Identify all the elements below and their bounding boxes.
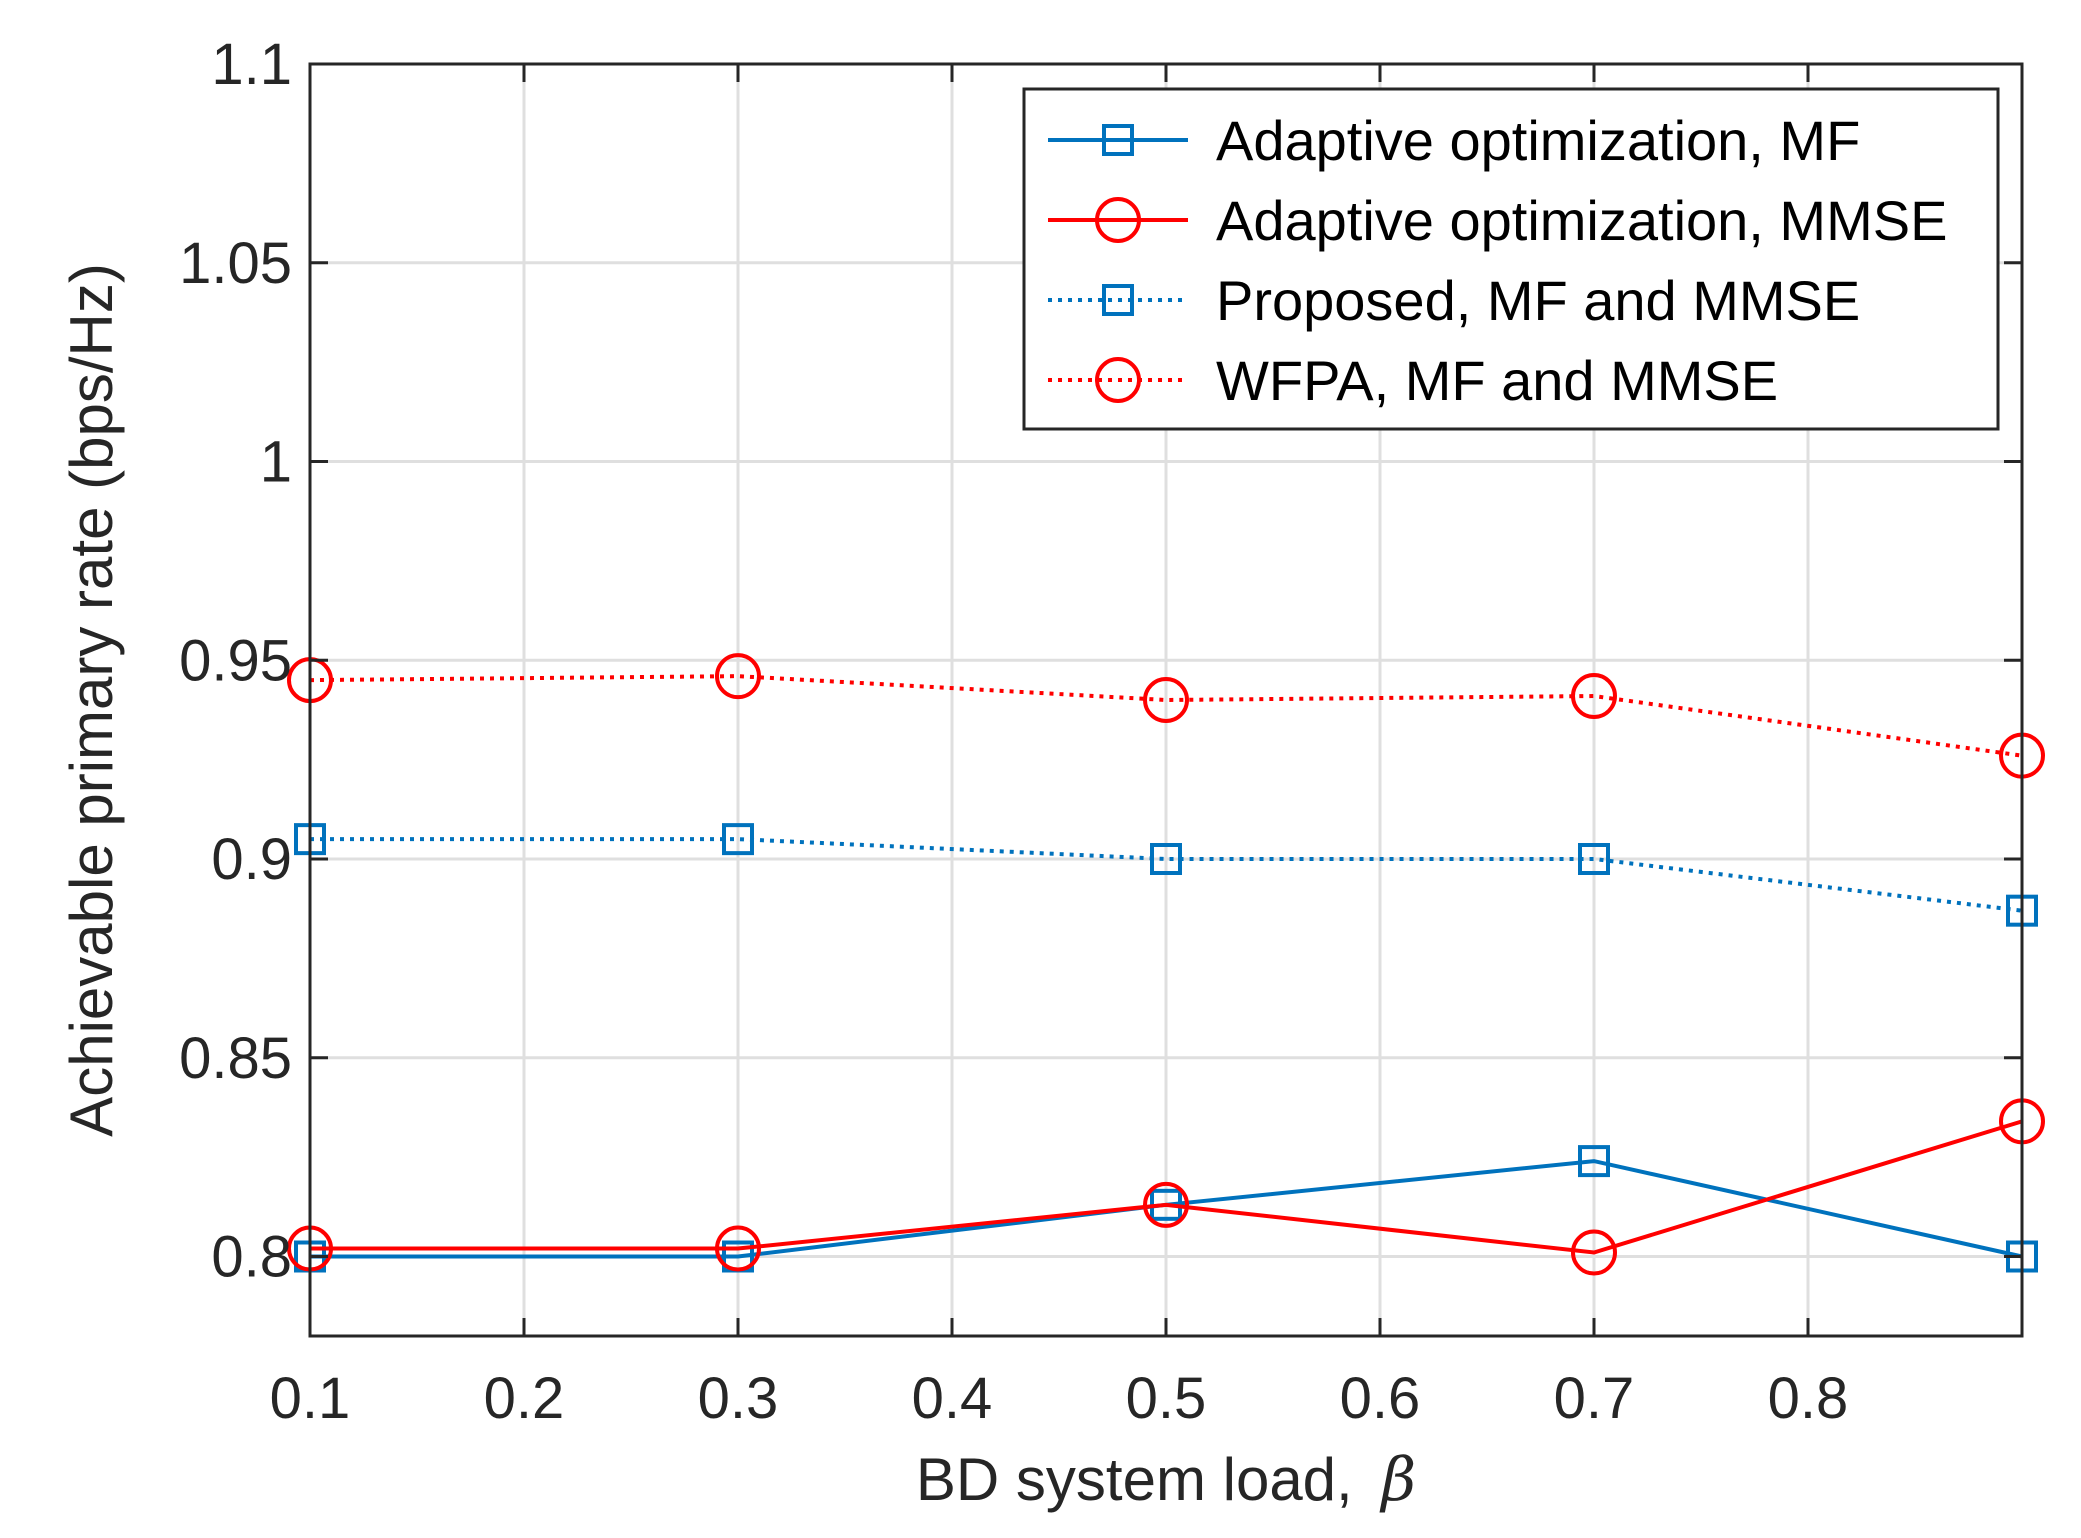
- y-axis-label: Achievable primary rate (bps/Hz): [58, 263, 125, 1137]
- legend-label: WFPA, MF and MMSE: [1216, 349, 1778, 412]
- x-axis-label-text: BD system load,: [916, 1446, 1353, 1513]
- legend-label: Proposed, MF and MMSE: [1216, 269, 1860, 332]
- y-tick-label: 0.9: [211, 827, 292, 892]
- y-tick-label: 1.1: [211, 32, 292, 97]
- tick-labels: 0.1 0.2 0.3 0.4 0.5 0.6 0.7 0.8 0.8 0.85 0.9 0.95 1 1…: [179, 32, 1848, 1431]
- x-tick-label: 0.3: [698, 1366, 779, 1431]
- ticks: [308, 62, 2022, 1336]
- legend-label: Adaptive optimization, MMSE: [1216, 189, 1947, 252]
- x-axis-label: BD system load, β: [916, 1445, 1416, 1515]
- data-point: [1578, 1145, 1610, 1178]
- x-tick-label: 0.6: [1340, 1366, 1421, 1431]
- x-tick-label: 0.5: [1126, 1366, 1207, 1431]
- legend-marker: [1102, 284, 1134, 316]
- series-line: [310, 1119, 2023, 1255]
- data-point: [722, 823, 754, 856]
- legend-marker: [1095, 357, 1141, 403]
- data-point: [1150, 843, 1182, 875]
- y-tick-label: 0.95: [179, 628, 292, 693]
- data-point: [1571, 673, 1617, 720]
- x-tick-label: 0.2: [484, 1366, 565, 1431]
- x-tick-label: 0.7: [1554, 1366, 1635, 1431]
- legend-marker: [1095, 197, 1141, 243]
- legend-entry: Adaptive optimization, MF: [1048, 109, 1860, 172]
- data-point: [715, 653, 761, 700]
- legend-label: Adaptive optimization, MF: [1216, 109, 1860, 172]
- y-tick-label: 1.05: [179, 231, 292, 296]
- y-tick-label: 1: [260, 430, 292, 495]
- data-point: [1578, 843, 1610, 875]
- y-tick-label: 0.85: [179, 1026, 292, 1091]
- legend-entry: Proposed, MF and MMSE: [1048, 269, 1860, 332]
- legend-entry: Adaptive optimization, MMSE: [1048, 189, 1947, 252]
- data-point: [1143, 1181, 1189, 1228]
- x-tick-label: 0.4: [912, 1366, 993, 1431]
- legend: Adaptive optimization, MF Adaptive optimi…: [1022, 87, 2000, 431]
- data-point: [715, 1225, 761, 1272]
- legend-box: [1022, 87, 2000, 431]
- legend-marker: [1102, 124, 1134, 156]
- x-axis-label-symbol: β: [1379, 1445, 1416, 1515]
- y-tick-label: 0.8: [211, 1225, 292, 1290]
- series-layer: [287, 653, 2045, 1276]
- data-point: [1571, 1229, 1617, 1276]
- data-point: [1143, 677, 1189, 723]
- legend-entry: WFPA, MF and MMSE: [1048, 349, 1778, 412]
- x-tick-label: 0.1: [270, 1366, 351, 1431]
- x-tick-label: 0.8: [1768, 1366, 1849, 1431]
